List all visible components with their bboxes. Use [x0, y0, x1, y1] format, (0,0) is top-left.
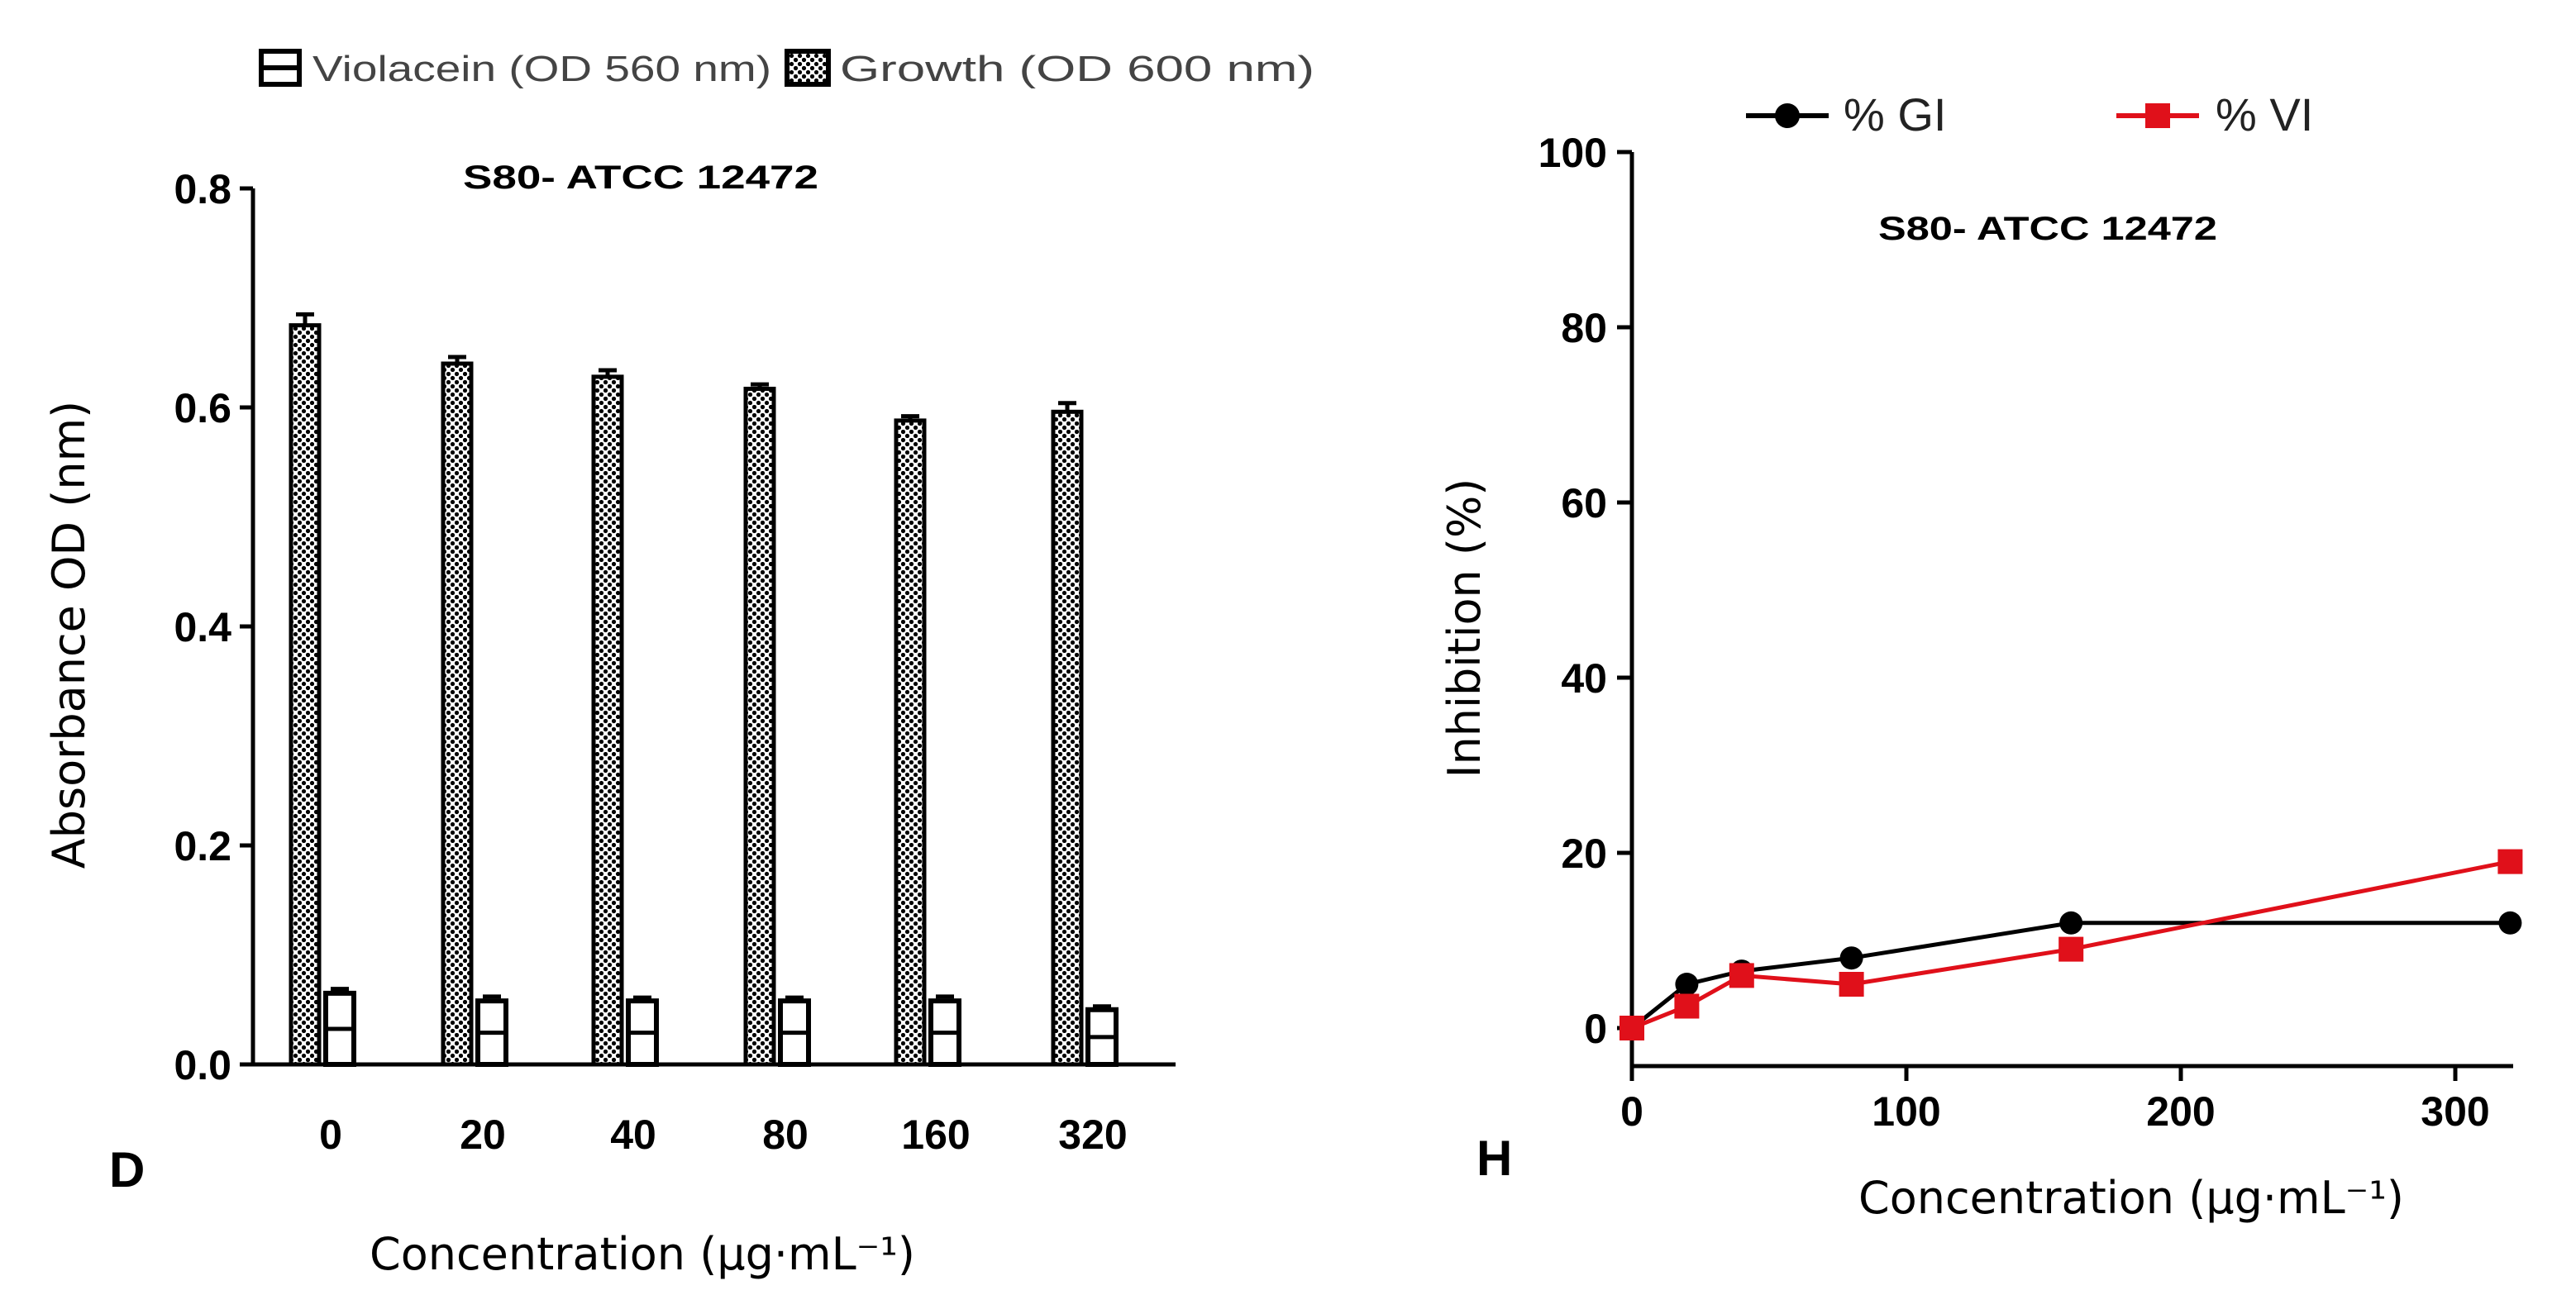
y-tick-label: 60 [1561, 480, 1607, 526]
y-tick-label: 0.4 [174, 604, 231, 650]
x-ticks: 0 100 200 300 [1620, 1066, 2490, 1135]
bar-growth [591, 374, 624, 1067]
x-tick-label: 100 [1872, 1088, 1940, 1135]
point-gi [1675, 973, 1699, 996]
bar-growth [289, 323, 322, 1067]
y-tick-label: 0.8 [174, 166, 231, 212]
point-vi [2058, 936, 2084, 962]
legend-label-vi: % VI [2216, 88, 2313, 140]
bar-growth [441, 361, 474, 1067]
line-chart-panel-h: % GI % VI S80- ATCC 12472 0 20 40 60 80 100 0… [1438, 88, 2523, 1224]
legend-marker-gi [1775, 103, 1800, 128]
x-tick-label: 200 [2146, 1088, 2215, 1135]
panel-label-d: D [109, 1142, 145, 1197]
point-vi [1674, 993, 1700, 1019]
point-vi [1839, 972, 1864, 997]
y-tick-label: 0 [1584, 1006, 1607, 1052]
point-vi [1729, 963, 1754, 988]
bar-growth [1051, 409, 1084, 1067]
y-tick-label: 0.2 [174, 823, 231, 869]
bars [289, 312, 1119, 1068]
y-ticks: 0 20 40 60 80 100 [1538, 130, 1632, 1052]
x-axis-label: Concentration (μg·mL⁻¹) [370, 1228, 915, 1280]
point-gi [2059, 911, 2083, 935]
x-axis-label: Concentration (μg·mL⁻¹) [1858, 1172, 2404, 1224]
y-tick-label: 20 [1561, 831, 1607, 877]
x-tick-label: 0 [319, 1112, 342, 1158]
y-tick-label: 40 [1561, 655, 1607, 702]
legend-label-violacein: Violacein (OD 560 nm) [312, 49, 771, 89]
legend-line-chart: % GI % VI [1746, 88, 2313, 140]
x-tick-label: 20 [460, 1112, 506, 1158]
line-chart-title: S80- ATCC 12472 [1878, 211, 2217, 247]
x-tick-labels: 0 20 40 80 160 320 [319, 1112, 1128, 1158]
legend-label-growth: Growth (OD 600 nm) [840, 49, 1314, 89]
bar-growth [743, 386, 776, 1067]
y-tick-label: 0.6 [174, 385, 231, 431]
y-tick-label: 0.0 [174, 1042, 231, 1088]
x-tick-label: 80 [762, 1112, 809, 1158]
y-tick-label: 80 [1561, 305, 1607, 351]
legend-label-gi: % GI [1844, 88, 1946, 140]
y-tick-label: 100 [1538, 130, 1607, 176]
legend-bar-chart: Violacein (OD 560 nm) Growth (OD 600 nm) [259, 49, 1314, 89]
line-gi [1630, 921, 2511, 1030]
series [1620, 849, 2523, 1040]
x-tick-label: 160 [901, 1112, 970, 1158]
legend-marker-vi [2145, 103, 2170, 128]
y-axis-label: Inhibition (%) [1438, 478, 1491, 778]
x-tick-label: 40 [610, 1112, 656, 1158]
x-tick-label: 320 [1058, 1112, 1127, 1158]
point-vi [2497, 849, 2523, 874]
point-gi [1839, 946, 1863, 970]
point-vi [1620, 1016, 1644, 1040]
y-axis-label: Absorbance OD (nm) [43, 401, 95, 869]
point-gi [2498, 911, 2522, 935]
legend-swatch-growth [785, 49, 831, 87]
x-tick-label: 300 [2421, 1088, 2489, 1135]
bar-growth [894, 418, 927, 1067]
bar-chart-panel-d: Violacein (OD 560 nm) Growth (OD 600 nm)… [43, 49, 1314, 1280]
bar-chart-title: S80- ATCC 12472 [463, 159, 818, 196]
y-ticks: 0.0 0.2 0.4 0.6 0.8 [174, 166, 253, 1088]
panel-label-h: H [1476, 1131, 1512, 1186]
x-tick-label: 0 [1620, 1088, 1643, 1135]
